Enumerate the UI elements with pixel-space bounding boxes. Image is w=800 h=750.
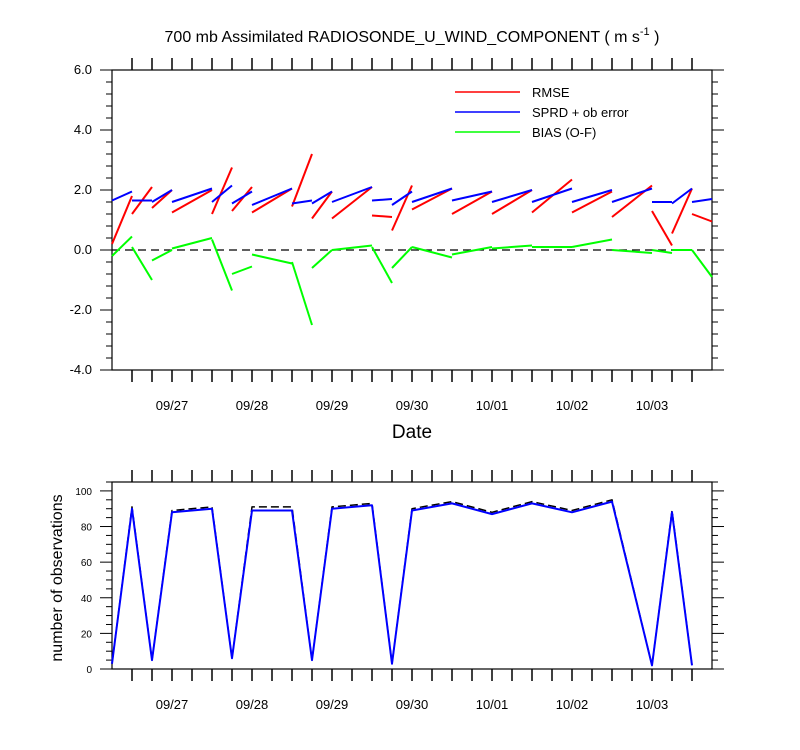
series-line-sprd-ob-error [251, 187, 293, 206]
series-line-sprd-ob-error [371, 198, 393, 202]
x-tick-label: 10/03 [636, 398, 669, 413]
series-line-bias-o-f [231, 265, 253, 275]
series-line-assimilated [111, 500, 693, 667]
series-line-sprd-ob-error [111, 190, 133, 202]
series-line-bias-o-f [211, 239, 233, 291]
legend: RMSE SPRD + ob error BIAS (O-F) [455, 85, 629, 140]
y-tick-label: 0 [86, 665, 92, 676]
y-tick-label: -4.0 [70, 362, 92, 377]
series-line-rmse [651, 210, 673, 247]
series-line-bias-o-f [651, 249, 673, 254]
bottom-series-group [111, 499, 693, 667]
y-tick-label: 80 [81, 523, 93, 534]
y-tick-label: -2.0 [70, 302, 92, 317]
x-tick-label: 09/28 [236, 697, 269, 712]
x-tick-label: 09/30 [396, 398, 429, 413]
legend-rmse-label: RMSE [532, 85, 570, 100]
series-line-sprd-ob-error [571, 189, 613, 203]
series-line-bias-o-f [171, 237, 213, 250]
top-x-tick-labels: 09/27 09/28 09/29 09/30 10/01 10/02 10/03 [156, 398, 669, 413]
series-line-bias-o-f [111, 235, 133, 257]
series-line-sprd-ob-error [331, 186, 373, 203]
top-series-group [111, 153, 713, 326]
series-line-rmse [231, 186, 253, 212]
series-line-possible [111, 499, 693, 667]
series-line-sprd-ob-error [151, 189, 173, 203]
series-line-bias-o-f [411, 246, 453, 259]
bottom-y-axis-title: number of observations [49, 494, 66, 661]
y-tick-label: 100 [75, 487, 92, 498]
bottom-y-tick-labels: 0 20 40 60 80 100 [75, 487, 92, 676]
series-line-rmse [391, 185, 413, 231]
series-line-bias-o-f [251, 253, 293, 265]
x-axis-title: Date [392, 422, 432, 443]
series-line-bias-o-f [611, 249, 653, 254]
y-tick-label: 0.0 [74, 242, 92, 257]
x-tick-label: 09/27 [156, 398, 189, 413]
x-tick-label: 09/30 [396, 697, 429, 712]
series-line-sprd-ob-error [211, 184, 233, 203]
series-line-bias-o-f [451, 246, 493, 256]
series-line-bias-o-f [131, 246, 153, 281]
x-tick-label: 09/29 [316, 697, 349, 712]
series-line-rmse [691, 213, 713, 223]
y-tick-label: 20 [81, 629, 93, 640]
series-line-sprd-ob-error [391, 190, 413, 206]
x-tick-label: 09/29 [316, 398, 349, 413]
series-line-sprd-ob-error [291, 199, 313, 205]
x-tick-label: 09/28 [236, 398, 269, 413]
top-axis-ticks [100, 58, 724, 382]
series-line-rmse [311, 190, 333, 220]
series-line-rmse [411, 187, 453, 211]
y-tick-label: 2.0 [74, 182, 92, 197]
series-line-sprd-ob-error [531, 187, 573, 203]
series-line-bias-o-f [311, 249, 333, 269]
legend-sprd-label: SPRD + ob error [532, 105, 629, 120]
series-line-rmse [671, 188, 693, 234]
x-tick-label: 10/01 [476, 697, 509, 712]
series-line-rmse [251, 187, 293, 214]
series-line-sprd-ob-error [611, 187, 653, 203]
series-line-rmse [211, 167, 233, 215]
x-tick-label: 09/27 [156, 697, 189, 712]
series-line-rmse [491, 189, 533, 215]
series-line-rmse [571, 190, 613, 214]
series-line-bias-o-f [151, 249, 173, 262]
x-tick-label: 10/01 [476, 398, 509, 413]
x-tick-label: 10/02 [556, 398, 589, 413]
series-line-rmse [171, 189, 213, 214]
series-line-sprd-ob-error [311, 190, 333, 205]
series-line-rmse [111, 195, 133, 245]
x-tick-label: 10/02 [556, 697, 589, 712]
chart-title: 700 mb Assimilated RADIOSONDE_U_WIND_COM… [165, 26, 660, 46]
legend-bias-label: BIAS (O-F) [532, 125, 596, 140]
series-line-bias-o-f [691, 249, 713, 278]
series-line-sprd-ob-error [691, 198, 713, 203]
series-line-rmse [451, 190, 493, 215]
y-tick-label: 40 [81, 594, 93, 605]
series-line-sprd-ob-error [171, 187, 213, 203]
series-line-rmse [291, 153, 313, 207]
top-y-tick-labels: -4.0 -2.0 0.0 2.0 4.0 6.0 [70, 62, 92, 377]
series-line-bias-o-f [331, 244, 373, 251]
y-tick-label: 4.0 [74, 122, 92, 137]
series-line-bias-o-f [491, 244, 533, 250]
series-line-sprd-ob-error [671, 187, 693, 205]
y-tick-label: 6.0 [74, 62, 92, 77]
series-line-sprd-ob-error [491, 189, 533, 203]
series-line-bias-o-f [371, 246, 393, 284]
x-tick-label: 10/03 [636, 697, 669, 712]
series-line-rmse [371, 214, 393, 218]
y-tick-label: 60 [81, 558, 93, 569]
series-line-sprd-ob-error [411, 187, 453, 203]
series-line-rmse [331, 186, 373, 220]
series-line-bias-o-f [571, 238, 613, 248]
series-line-bias-o-f [291, 261, 313, 326]
bottom-x-tick-labels: 09/27 09/28 09/29 09/30 10/01 10/02 10/03 [156, 697, 669, 712]
series-line-bias-o-f [391, 246, 413, 269]
series-line-sprd-ob-error [231, 190, 253, 205]
series-line-sprd-ob-error [451, 190, 493, 202]
bottom-axis-ticks [100, 470, 724, 681]
